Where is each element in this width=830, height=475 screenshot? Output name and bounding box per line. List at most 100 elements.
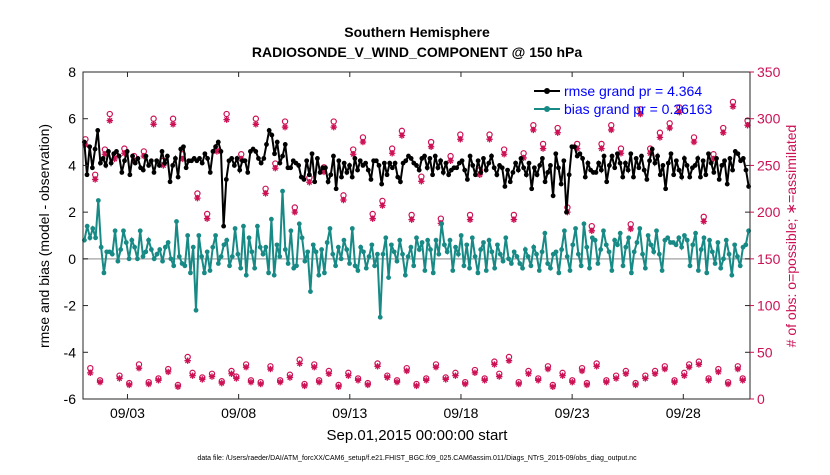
obs-assimilated-point xyxy=(617,150,625,157)
bias-point xyxy=(268,216,274,222)
bias-point xyxy=(542,230,548,236)
bias-point xyxy=(695,268,701,273)
rmse-point xyxy=(387,160,393,166)
obs-assimilated-point xyxy=(233,375,240,382)
bias-point xyxy=(162,244,168,250)
obs-assimilated-point xyxy=(413,382,420,390)
bias-point xyxy=(701,235,707,241)
rmse-point xyxy=(692,163,698,168)
bias-point xyxy=(522,247,528,252)
rmse-point xyxy=(336,158,342,164)
obs-assimilated-point xyxy=(286,374,294,381)
bias-point xyxy=(712,261,718,266)
rmse-point xyxy=(414,163,419,168)
y-tick-label: 2 xyxy=(68,204,76,220)
obs-assimilated-point xyxy=(379,202,386,209)
bias-point xyxy=(210,244,216,250)
bias-point xyxy=(492,265,498,271)
rmse-point xyxy=(652,160,658,166)
obs-assimilated-point xyxy=(296,360,303,367)
bias-point xyxy=(536,268,542,273)
bias-point xyxy=(319,247,325,252)
rmse-point xyxy=(657,172,663,178)
bias-point xyxy=(439,221,445,227)
rmse-point xyxy=(146,163,152,168)
rmse-point xyxy=(553,151,559,157)
bias-point xyxy=(489,249,495,255)
rmse-point xyxy=(376,163,382,168)
obs-assimilated-point xyxy=(340,196,347,204)
bias-point xyxy=(721,256,726,262)
rmse-point xyxy=(719,163,725,168)
rmse-point xyxy=(130,153,135,159)
bias-point xyxy=(207,268,213,273)
legend-rmse-label: rmse grand pr = 4.364 xyxy=(564,83,702,99)
bias-point xyxy=(185,233,191,238)
bias-point xyxy=(603,242,609,248)
rmse-point xyxy=(309,151,315,157)
rmse-point xyxy=(347,163,352,168)
rmse-point xyxy=(478,170,484,175)
bias-point xyxy=(154,251,160,257)
rmse-point xyxy=(435,165,441,171)
obs-assimilated-point xyxy=(213,148,221,155)
obs-assimilated-point xyxy=(364,381,372,389)
obs-assimilated-point xyxy=(408,216,415,223)
obs-assimilated-point xyxy=(549,383,557,391)
bias-point xyxy=(188,270,193,276)
bias-point xyxy=(687,263,693,269)
obs-assimilated-point xyxy=(622,370,630,377)
bias-point xyxy=(693,230,698,236)
obs-assimilated-point xyxy=(247,378,255,386)
bias-point xyxy=(612,237,618,243)
obs-assimilated-point xyxy=(374,363,381,370)
obs-assimilated-point xyxy=(452,372,459,379)
bias-point xyxy=(545,261,551,266)
bias-point xyxy=(584,244,590,250)
obs-assimilated-point xyxy=(150,121,157,128)
obs-assimilated-point xyxy=(311,364,318,371)
rmse-point xyxy=(660,163,666,168)
obs-assimilated-point xyxy=(281,123,289,131)
rmse-point xyxy=(631,174,636,180)
bias-point xyxy=(296,221,302,227)
rmse-point xyxy=(623,160,628,166)
bias-point xyxy=(146,237,151,243)
bias-point xyxy=(469,235,475,241)
obs-assimilated-point xyxy=(515,380,522,388)
rmse-point xyxy=(132,160,138,166)
bias-point xyxy=(246,235,252,241)
bias-point xyxy=(229,254,235,259)
obs-assimilated-point xyxy=(471,369,479,377)
obs-assimilated-point xyxy=(544,365,552,373)
rmse-point xyxy=(119,170,125,175)
bias-point xyxy=(732,242,738,248)
bias-point xyxy=(349,226,355,231)
bias-point xyxy=(659,268,665,273)
obs-assimilated-point xyxy=(496,373,503,380)
bias-point xyxy=(676,235,682,241)
rmse-point xyxy=(261,156,267,161)
bias-point xyxy=(324,240,330,245)
bias-point xyxy=(140,254,146,259)
bias-point xyxy=(388,242,394,248)
bias-point xyxy=(215,261,221,266)
bias-point xyxy=(531,244,537,250)
rmse-point xyxy=(288,165,294,171)
rmse-point xyxy=(550,193,556,199)
bias-point xyxy=(341,237,347,243)
bias-point xyxy=(402,272,408,278)
obs-assimilated-point xyxy=(432,364,440,371)
rmse-point xyxy=(333,186,339,192)
bias-point xyxy=(506,256,511,262)
rmse-point xyxy=(494,172,500,178)
rmse-point xyxy=(352,156,358,161)
rmse-point xyxy=(106,149,111,154)
bias-point xyxy=(405,254,411,259)
rmse-point xyxy=(491,165,497,171)
rmse-point xyxy=(427,156,433,161)
obs-assimilated-point xyxy=(588,227,595,235)
rmse-point xyxy=(167,179,173,185)
bias-point xyxy=(274,242,280,248)
rmse-point xyxy=(89,165,95,171)
